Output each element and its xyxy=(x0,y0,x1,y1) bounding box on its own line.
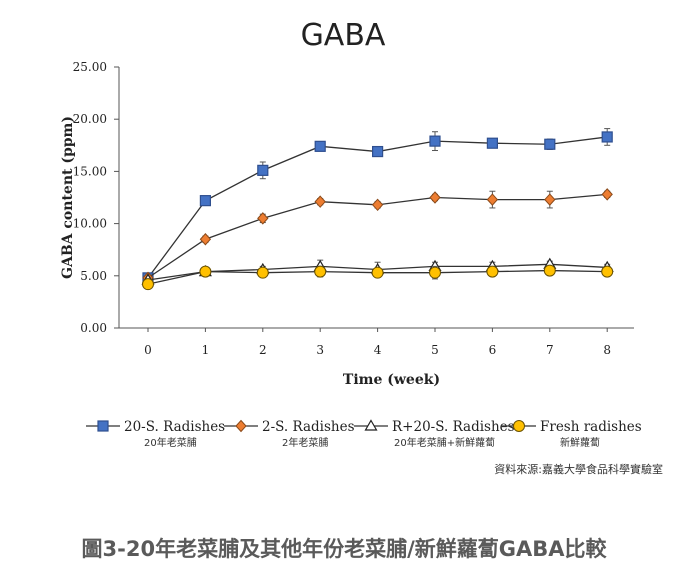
legend-label: 20-S. Radishes xyxy=(124,419,225,435)
data-point xyxy=(429,266,441,279)
legend-marker xyxy=(235,419,247,433)
data-point xyxy=(601,265,614,278)
legend-sublabel: 2年老菜脯 xyxy=(282,436,328,449)
y-tick-label: 0.00 xyxy=(80,321,107,335)
legend-marker xyxy=(97,420,109,432)
data-point xyxy=(486,137,498,149)
data-point xyxy=(486,265,499,278)
y-tick-label: 15.00 xyxy=(73,164,107,178)
legend-label: 2-S. Radishes xyxy=(262,419,355,435)
x-axis-label: Time (week) xyxy=(343,372,440,388)
legend-marker xyxy=(364,419,378,431)
legend-sublabel: 新鮮蘿蔔 xyxy=(560,436,600,449)
data-point xyxy=(142,278,154,291)
x-tick-label: 1 xyxy=(202,343,210,357)
data-point xyxy=(371,198,384,212)
x-axis-ticks: 0 1 2 3 4 5 6 7 8 xyxy=(144,328,611,357)
y-tick-label: 5.00 xyxy=(80,269,107,283)
data-point xyxy=(544,193,556,206)
x-tick-label: 3 xyxy=(316,343,324,357)
data-point xyxy=(314,265,327,278)
data-point xyxy=(257,212,269,225)
data-point xyxy=(601,131,613,143)
legend-marker xyxy=(513,420,525,432)
data-point xyxy=(372,145,384,158)
chart-title: GABA xyxy=(301,18,386,53)
y-axis-ticks: 0.00 5.00 10.00 15.00 20.00 25.00 xyxy=(73,60,119,335)
y-tick-label: 10.00 xyxy=(73,217,107,231)
data-point xyxy=(199,195,211,207)
data-point xyxy=(544,138,556,150)
x-tick-label: 0 xyxy=(144,343,152,357)
data-point xyxy=(429,135,441,147)
x-tick-label: 5 xyxy=(431,343,439,357)
data-point xyxy=(199,265,212,278)
data-point xyxy=(256,266,269,279)
x-tick-label: 4 xyxy=(374,343,382,357)
y-tick-label: 20.00 xyxy=(73,112,107,126)
x-tick-label: 2 xyxy=(259,343,267,357)
data-point xyxy=(371,266,384,279)
y-tick-label: 25.00 xyxy=(73,60,107,74)
series-2-s-radishes xyxy=(142,188,613,285)
x-tick-label: 6 xyxy=(489,343,497,357)
data-point xyxy=(486,193,499,206)
figure-caption: 圖3-20年老菜脯及其他年份老菜脯/新鮮蘿蔔GABA比較 xyxy=(82,537,608,561)
source-note: 資料來源:嘉義大學食品科學實驗室 xyxy=(494,462,663,476)
legend-label: R+20-S. Radishes xyxy=(392,419,515,435)
x-tick-label: 7 xyxy=(546,343,554,357)
series-layer xyxy=(141,128,614,291)
data-point xyxy=(199,233,212,246)
x-tick-label: 8 xyxy=(603,343,611,357)
legend-sublabel: 20年老菜脯+新鮮蘿蔔 xyxy=(394,436,495,449)
y-axis-label: GABA content (ppm) xyxy=(60,116,76,279)
data-point xyxy=(601,188,613,201)
legend-label: Fresh radishes xyxy=(540,419,642,435)
axes xyxy=(118,67,634,329)
data-point xyxy=(257,164,269,176)
data-point xyxy=(314,195,326,208)
legend-sublabel: 20年老菜脯 xyxy=(144,436,197,449)
data-point xyxy=(543,264,556,277)
series-fresh-radishes xyxy=(142,264,614,291)
data-point xyxy=(429,191,441,204)
data-point xyxy=(314,140,326,152)
